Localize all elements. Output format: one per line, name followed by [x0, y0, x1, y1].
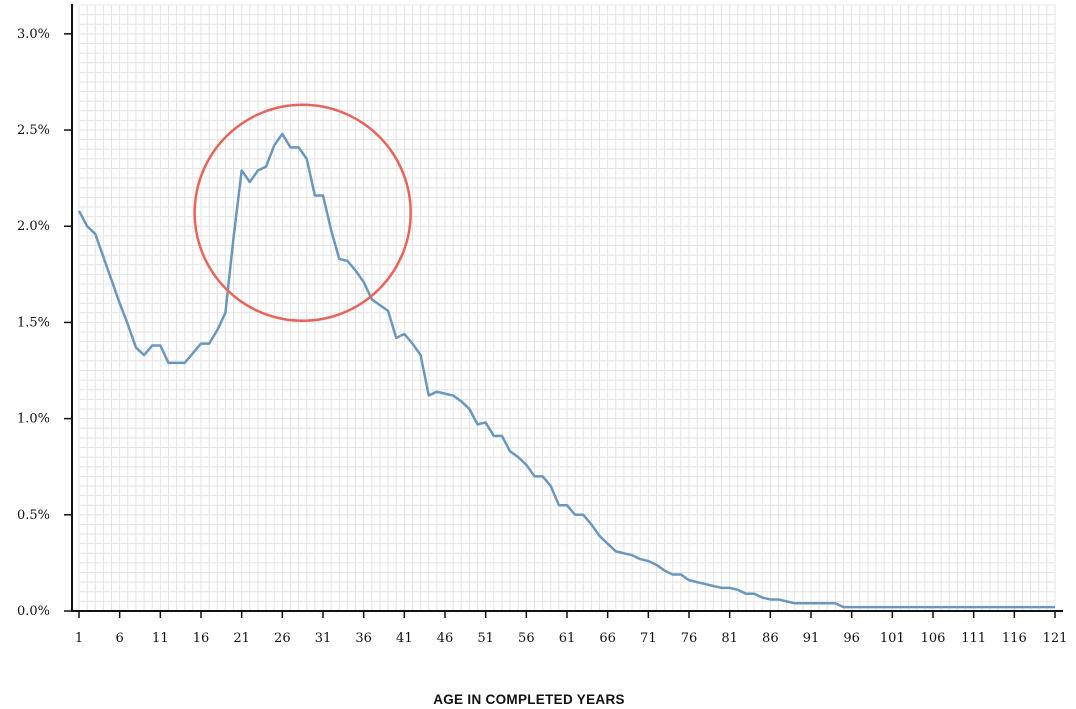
x-tick-label: 121	[1043, 631, 1068, 646]
x-tick-label: 96	[843, 631, 860, 646]
x-tick-label: 86	[762, 631, 779, 646]
x-tick-label: 71	[640, 631, 657, 646]
y-axis-ticks: 0.0% 0.5% 1.0% 1.5% 2.0% 2.5% 3.0%	[17, 27, 72, 619]
x-tick-label: 111	[961, 631, 986, 646]
y-tick-label: 2.0%	[17, 219, 50, 234]
x-tick-label: 1	[75, 631, 83, 646]
grid	[78, 4, 1056, 612]
x-tick-label: 16	[193, 631, 210, 646]
annotation-layer	[193, 103, 412, 323]
x-axis-ticks: 1 6 11 16 21 26 31 36 41 46 51 56 61 66 71 76 81 86 91 96 10…	[75, 611, 1068, 646]
x-tick-label: 26	[274, 631, 291, 646]
highlight-circle	[193, 103, 412, 323]
x-tick-label: 11	[152, 631, 169, 646]
x-tick-label: 81	[721, 631, 738, 646]
y-tick-label: 0.0%	[17, 604, 50, 619]
x-tick-label: 21	[233, 631, 250, 646]
x-tick-label: 116	[1002, 631, 1027, 646]
x-tick-label: 61	[559, 631, 576, 646]
series-layer	[77, 132, 1055, 609]
x-tick-label: 106	[921, 631, 946, 646]
x-tick-label: 76	[681, 631, 698, 646]
y-tick-label: 2.5%	[17, 123, 50, 138]
x-axis-title: AGE IN COMPLETED YEARS	[433, 692, 625, 707]
x-tick-label: 101	[880, 631, 905, 646]
x-tick-label: 66	[599, 631, 616, 646]
y-tick-label: 3.0%	[17, 27, 50, 42]
x-tick-label: 46	[437, 631, 454, 646]
x-tick-label: 41	[396, 631, 413, 646]
x-tick-label: 56	[518, 631, 535, 646]
y-tick-label: 0.5%	[17, 508, 50, 523]
x-tick-label: 31	[315, 631, 332, 646]
y-tick-label: 1.5%	[17, 315, 50, 330]
x-tick-label: 51	[477, 631, 494, 646]
x-tick-label: 6	[116, 631, 124, 646]
x-tick-label: 36	[355, 631, 372, 646]
x-tick-label: 91	[803, 631, 820, 646]
y-tick-label: 1.0%	[17, 412, 50, 427]
series-line	[77, 132, 1055, 609]
